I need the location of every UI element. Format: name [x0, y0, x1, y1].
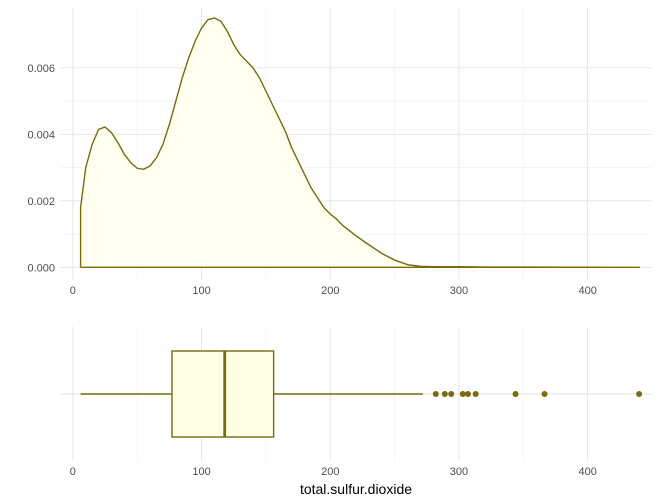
- boxplot-outlier-point: [464, 391, 471, 397]
- density-x-tick-labels: 0 100 200 300 400: [70, 285, 597, 297]
- boxplot-outlier-point: [459, 391, 466, 397]
- boxplot-x-tick-label: 100: [192, 466, 210, 478]
- density-x-tick-label: 0: [70, 285, 76, 297]
- density-x-tick-label: 100: [192, 285, 210, 297]
- boxplot-outlier-point: [541, 391, 548, 397]
- boxplot-box: [171, 350, 275, 438]
- boxplot-outlier-point: [448, 391, 455, 397]
- density-y-tick-label: 0.006: [27, 63, 55, 75]
- density-y-tick-label: 0.004: [27, 129, 55, 141]
- boxplot-x-tick-labels: 0 100 200 300 400: [70, 466, 597, 478]
- density-x-tick-label: 400: [578, 285, 596, 297]
- boxplot-outlier-point: [432, 391, 439, 397]
- boxplot-outlier-point: [636, 391, 643, 397]
- boxplot-outliers: [432, 391, 643, 397]
- boxplot-x-tick-label: 200: [321, 466, 339, 478]
- boxplot-outlier-point: [441, 391, 448, 397]
- density-x-tick-label: 200: [321, 285, 339, 297]
- density-y-tick-label: 0.000: [27, 262, 55, 274]
- density-y-tick-labels: 0.000 0.002 0.004 0.006: [27, 63, 55, 275]
- boxplot-outlier-point: [472, 391, 479, 397]
- density-x-tick-label: 300: [450, 285, 468, 297]
- density-line: [79, 17, 640, 269]
- density-area: [80, 17, 640, 268]
- boxplot-x-tick-label: 400: [578, 466, 596, 478]
- boxplot-x-tick-label: 300: [450, 466, 468, 478]
- density-y-tick-label: 0.002: [27, 196, 55, 208]
- x-axis-title: total.sulfur.dioxide: [300, 481, 412, 497]
- boxplot-panel: 0 100 200 300 400 total.sulfur.dioxide: [60, 327, 652, 497]
- boxplot-outlier-point: [512, 391, 519, 397]
- density-panel: 0.000 0.002 0.004 0.006 0 100 200 300 400: [27, 8, 652, 297]
- boxplot-x-tick-label: 0: [70, 466, 76, 478]
